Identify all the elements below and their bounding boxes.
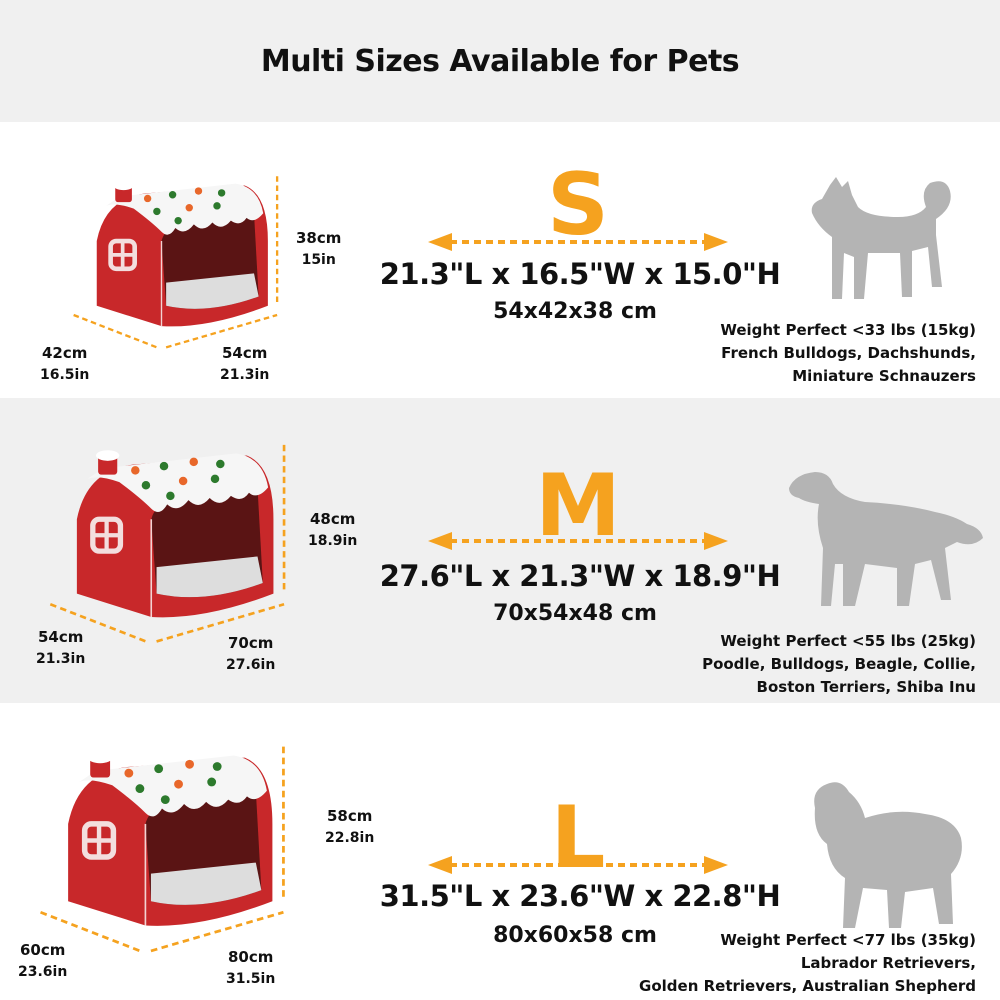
depth-cm: 42cm xyxy=(41,344,88,362)
pet-bed-image xyxy=(73,176,279,349)
dimensions-cm: 70x54x48 cm xyxy=(493,601,657,626)
size-l-section: 58cm 22.8in 60cm 23.6in 80cm 31.5in L 31.5"… xyxy=(0,703,1000,1000)
size-s-section: 38cm 15in 42cm 16.5in 54cm 21.3in S 21.3"L … xyxy=(0,122,1000,398)
breeds-line-2: Miniature Schnauzers xyxy=(792,367,976,385)
dimensions-cm: 80x60x58 cm xyxy=(493,923,657,948)
dog-silhouette-icon xyxy=(811,177,951,299)
depth-in: 16.5in xyxy=(40,367,90,383)
weight-limit: Weight Perfect <77 lbs (35kg) xyxy=(720,931,976,949)
dog-silhouette-icon xyxy=(814,782,962,928)
dimensions-inches: 27.6"L x 21.3"W x 18.9"H xyxy=(379,559,781,593)
size-m-section: 48cm 18.9in 54cm 21.3in 70cm 27.6in M 27.6"… xyxy=(0,398,1000,703)
dimension-arrow-icon xyxy=(428,856,728,874)
height-in: 15in xyxy=(301,252,336,268)
height-cm: 38cm xyxy=(296,229,342,247)
height-cm: 48cm xyxy=(309,510,356,528)
width-cm: 54cm xyxy=(221,344,268,362)
breeds-line-1: Poodle, Bulldogs, Beagle, Collie, xyxy=(702,655,976,673)
height-label: 48cm 18.9in xyxy=(308,508,357,552)
dimension-arrow-icon xyxy=(428,532,728,550)
depth-label: 42cm 16.5in xyxy=(40,342,89,386)
dimension-arrow-icon xyxy=(428,233,728,251)
dog-silhouette-icon xyxy=(789,472,983,606)
pet-bed-image xyxy=(40,746,285,953)
header: Multi Sizes Available for Pets xyxy=(0,0,1000,122)
size-letter: M xyxy=(535,456,621,556)
width-in: 21.3in xyxy=(220,367,270,383)
height-cm: 58cm xyxy=(326,807,373,825)
size-letter: S xyxy=(547,155,609,255)
dimensions-cm: 54x42x38 cm xyxy=(493,299,657,324)
height-label: 38cm 15in xyxy=(296,227,341,271)
width-label: 70cm 27.6in xyxy=(226,632,275,676)
depth-in: 23.6in xyxy=(18,964,68,980)
height-in: 18.9in xyxy=(308,533,358,549)
depth-in: 21.3in xyxy=(36,651,86,667)
width-cm: 70cm xyxy=(227,634,274,652)
pet-bed-image xyxy=(49,444,286,643)
weight-info: Weight Perfect <55 lbs (25kg) Poodle, Bul… xyxy=(702,630,976,699)
breeds-line-2: Golden Retrievers, Australian Shepherd xyxy=(639,977,976,995)
weight-info: Weight Perfect <33 lbs (15kg) French Bull… xyxy=(720,319,976,388)
width-in: 27.6in xyxy=(226,657,276,673)
width-label: 80cm 31.5in xyxy=(226,946,275,990)
height-in: 22.8in xyxy=(325,830,375,846)
page-title: Multi Sizes Available for Pets xyxy=(260,43,740,79)
depth-label: 60cm 23.6in xyxy=(18,939,67,983)
depth-label: 54cm 21.3in xyxy=(36,626,85,670)
weight-limit: Weight Perfect <55 lbs (25kg) xyxy=(720,632,976,650)
width-cm: 80cm xyxy=(227,948,274,966)
breeds-line-1: French Bulldogs, Dachshunds, xyxy=(721,344,976,362)
height-label: 58cm 22.8in xyxy=(325,805,374,849)
breeds-line-1: Labrador Retrievers, xyxy=(800,954,976,972)
breeds-line-2: Boston Terriers, Shiba Inu xyxy=(756,678,976,696)
width-in: 31.5in xyxy=(226,971,276,987)
dimensions-inches: 31.5"L x 23.6"W x 22.8"H xyxy=(379,879,781,913)
weight-info: Weight Perfect <77 lbs (35kg) Labrador Re… xyxy=(639,929,976,998)
dimensions-inches: 21.3"L x 16.5"W x 15.0"H xyxy=(379,257,781,291)
depth-cm: 60cm xyxy=(19,941,66,959)
weight-limit: Weight Perfect <33 lbs (15kg) xyxy=(720,321,976,339)
depth-cm: 54cm xyxy=(37,628,84,646)
width-label: 54cm 21.3in xyxy=(220,342,269,386)
